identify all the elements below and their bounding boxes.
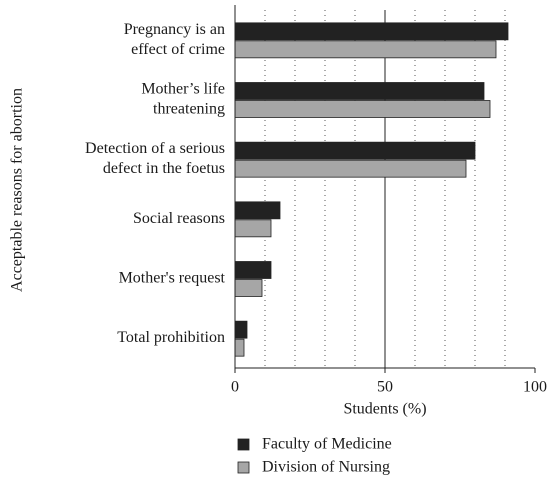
y-tick-label: Detection of a serious defect in the foet…	[85, 140, 225, 177]
bar	[234, 261, 272, 279]
y-axis-label: Acceptable reasons for abortion	[9, 88, 26, 292]
y-tick-label: Mother’s life threatening	[141, 80, 225, 117]
bar	[234, 141, 476, 160]
y-tick-label: Pregnancy is an effect of crime	[124, 21, 225, 58]
x-tick-label: 50	[377, 379, 393, 396]
y-tick-label: Social reasons	[133, 210, 225, 227]
bar	[234, 159, 467, 178]
bar	[234, 201, 281, 220]
x-axis-label: Students (%)	[343, 401, 426, 418]
bar	[234, 22, 509, 41]
bar	[234, 279, 263, 297]
bar	[234, 320, 248, 339]
legend-swatch	[237, 461, 250, 474]
bar	[234, 82, 485, 100]
legend-label: Division of Nursing	[262, 459, 390, 476]
x-tick-label: 100	[523, 379, 547, 396]
legend-label: Faculty of Medicine	[262, 436, 392, 453]
bar	[234, 40, 497, 59]
x-tick-label: 0	[231, 379, 239, 396]
legend-swatch	[237, 438, 250, 451]
bar	[234, 100, 491, 118]
y-tick-label: Mother's request	[119, 269, 226, 286]
y-tick-label: Total prohibition	[117, 329, 225, 346]
bar	[234, 219, 272, 238]
bar	[234, 338, 245, 357]
